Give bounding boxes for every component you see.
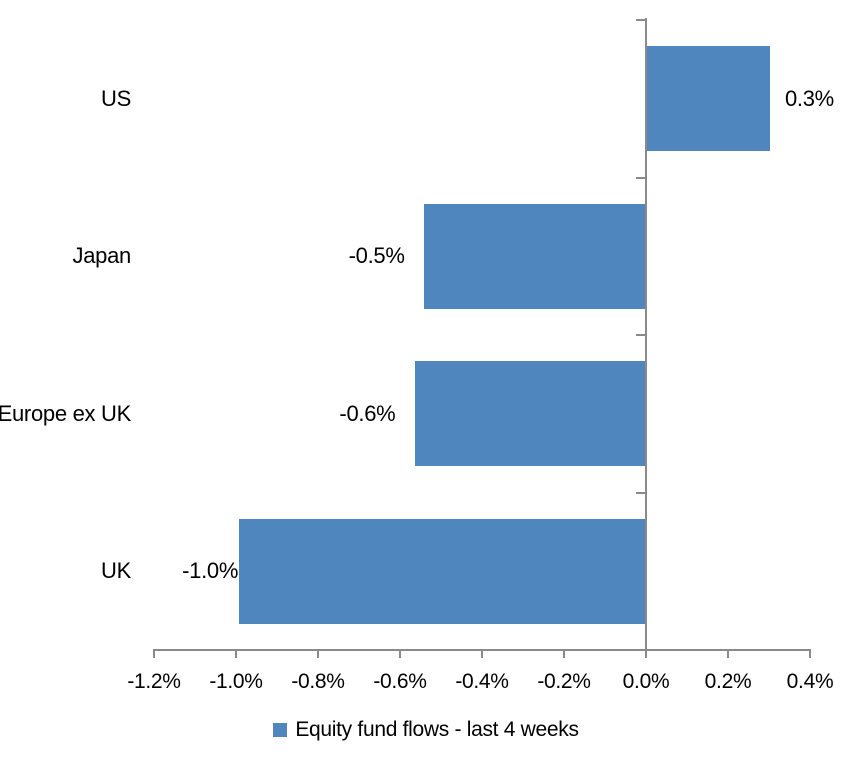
x-axis-tick: [153, 650, 155, 658]
data-label-europe-ex-uk: -0.6%: [339, 400, 396, 426]
x-axis-tick: [727, 650, 729, 658]
y-axis-tick: [636, 491, 646, 494]
x-tick-label-5: -0.2%: [537, 670, 591, 693]
y-axis-line: [645, 18, 647, 658]
x-tick-label-0: -1.2%: [127, 670, 181, 693]
data-label-japan: -0.5%: [348, 243, 405, 269]
x-tick-label-2: -0.8%: [291, 670, 345, 693]
x-tick-label-6: 0.0%: [622, 670, 670, 693]
x-axis-tick: [481, 650, 483, 658]
x-tick-label-4: -0.4%: [455, 670, 509, 693]
x-axis-tick: [235, 650, 237, 658]
data-label-us: 0.3%: [785, 85, 834, 111]
x-axis-tick: [809, 650, 811, 658]
x-axis-tick: [399, 650, 401, 658]
category-label-uk: UK: [101, 558, 131, 584]
x-axis-tick: [645, 650, 647, 658]
x-tick-label-8: 0.4%: [786, 670, 834, 693]
x-tick-label-1: -1.0%: [209, 670, 263, 693]
bar-us: [647, 46, 770, 152]
bar-uk: [239, 518, 645, 624]
data-label-uk: -1.0%: [182, 558, 239, 584]
bar-japan: [423, 203, 645, 309]
category-label-europe-ex-uk: Europe ex UK: [0, 400, 131, 426]
category-label-japan: Japan: [72, 243, 132, 269]
bar-europe-ex-uk: [415, 361, 645, 467]
x-axis-tick: [563, 650, 565, 658]
x-tick-label-3: -0.6%: [373, 670, 427, 693]
y-axis-tick: [636, 19, 646, 21]
legend-label: Equity fund flows - last 4 weeks: [295, 718, 579, 741]
x-tick-label-7: 0.2%: [704, 670, 752, 693]
y-axis-tick: [636, 334, 646, 336]
legend-marker: [273, 723, 288, 737]
legend: Equity fund flows - last 4 weeks: [0, 716, 852, 744]
y-axis-tick: [636, 176, 646, 179]
x-axis-tick: [317, 650, 319, 658]
category-label-us: US: [101, 85, 131, 111]
